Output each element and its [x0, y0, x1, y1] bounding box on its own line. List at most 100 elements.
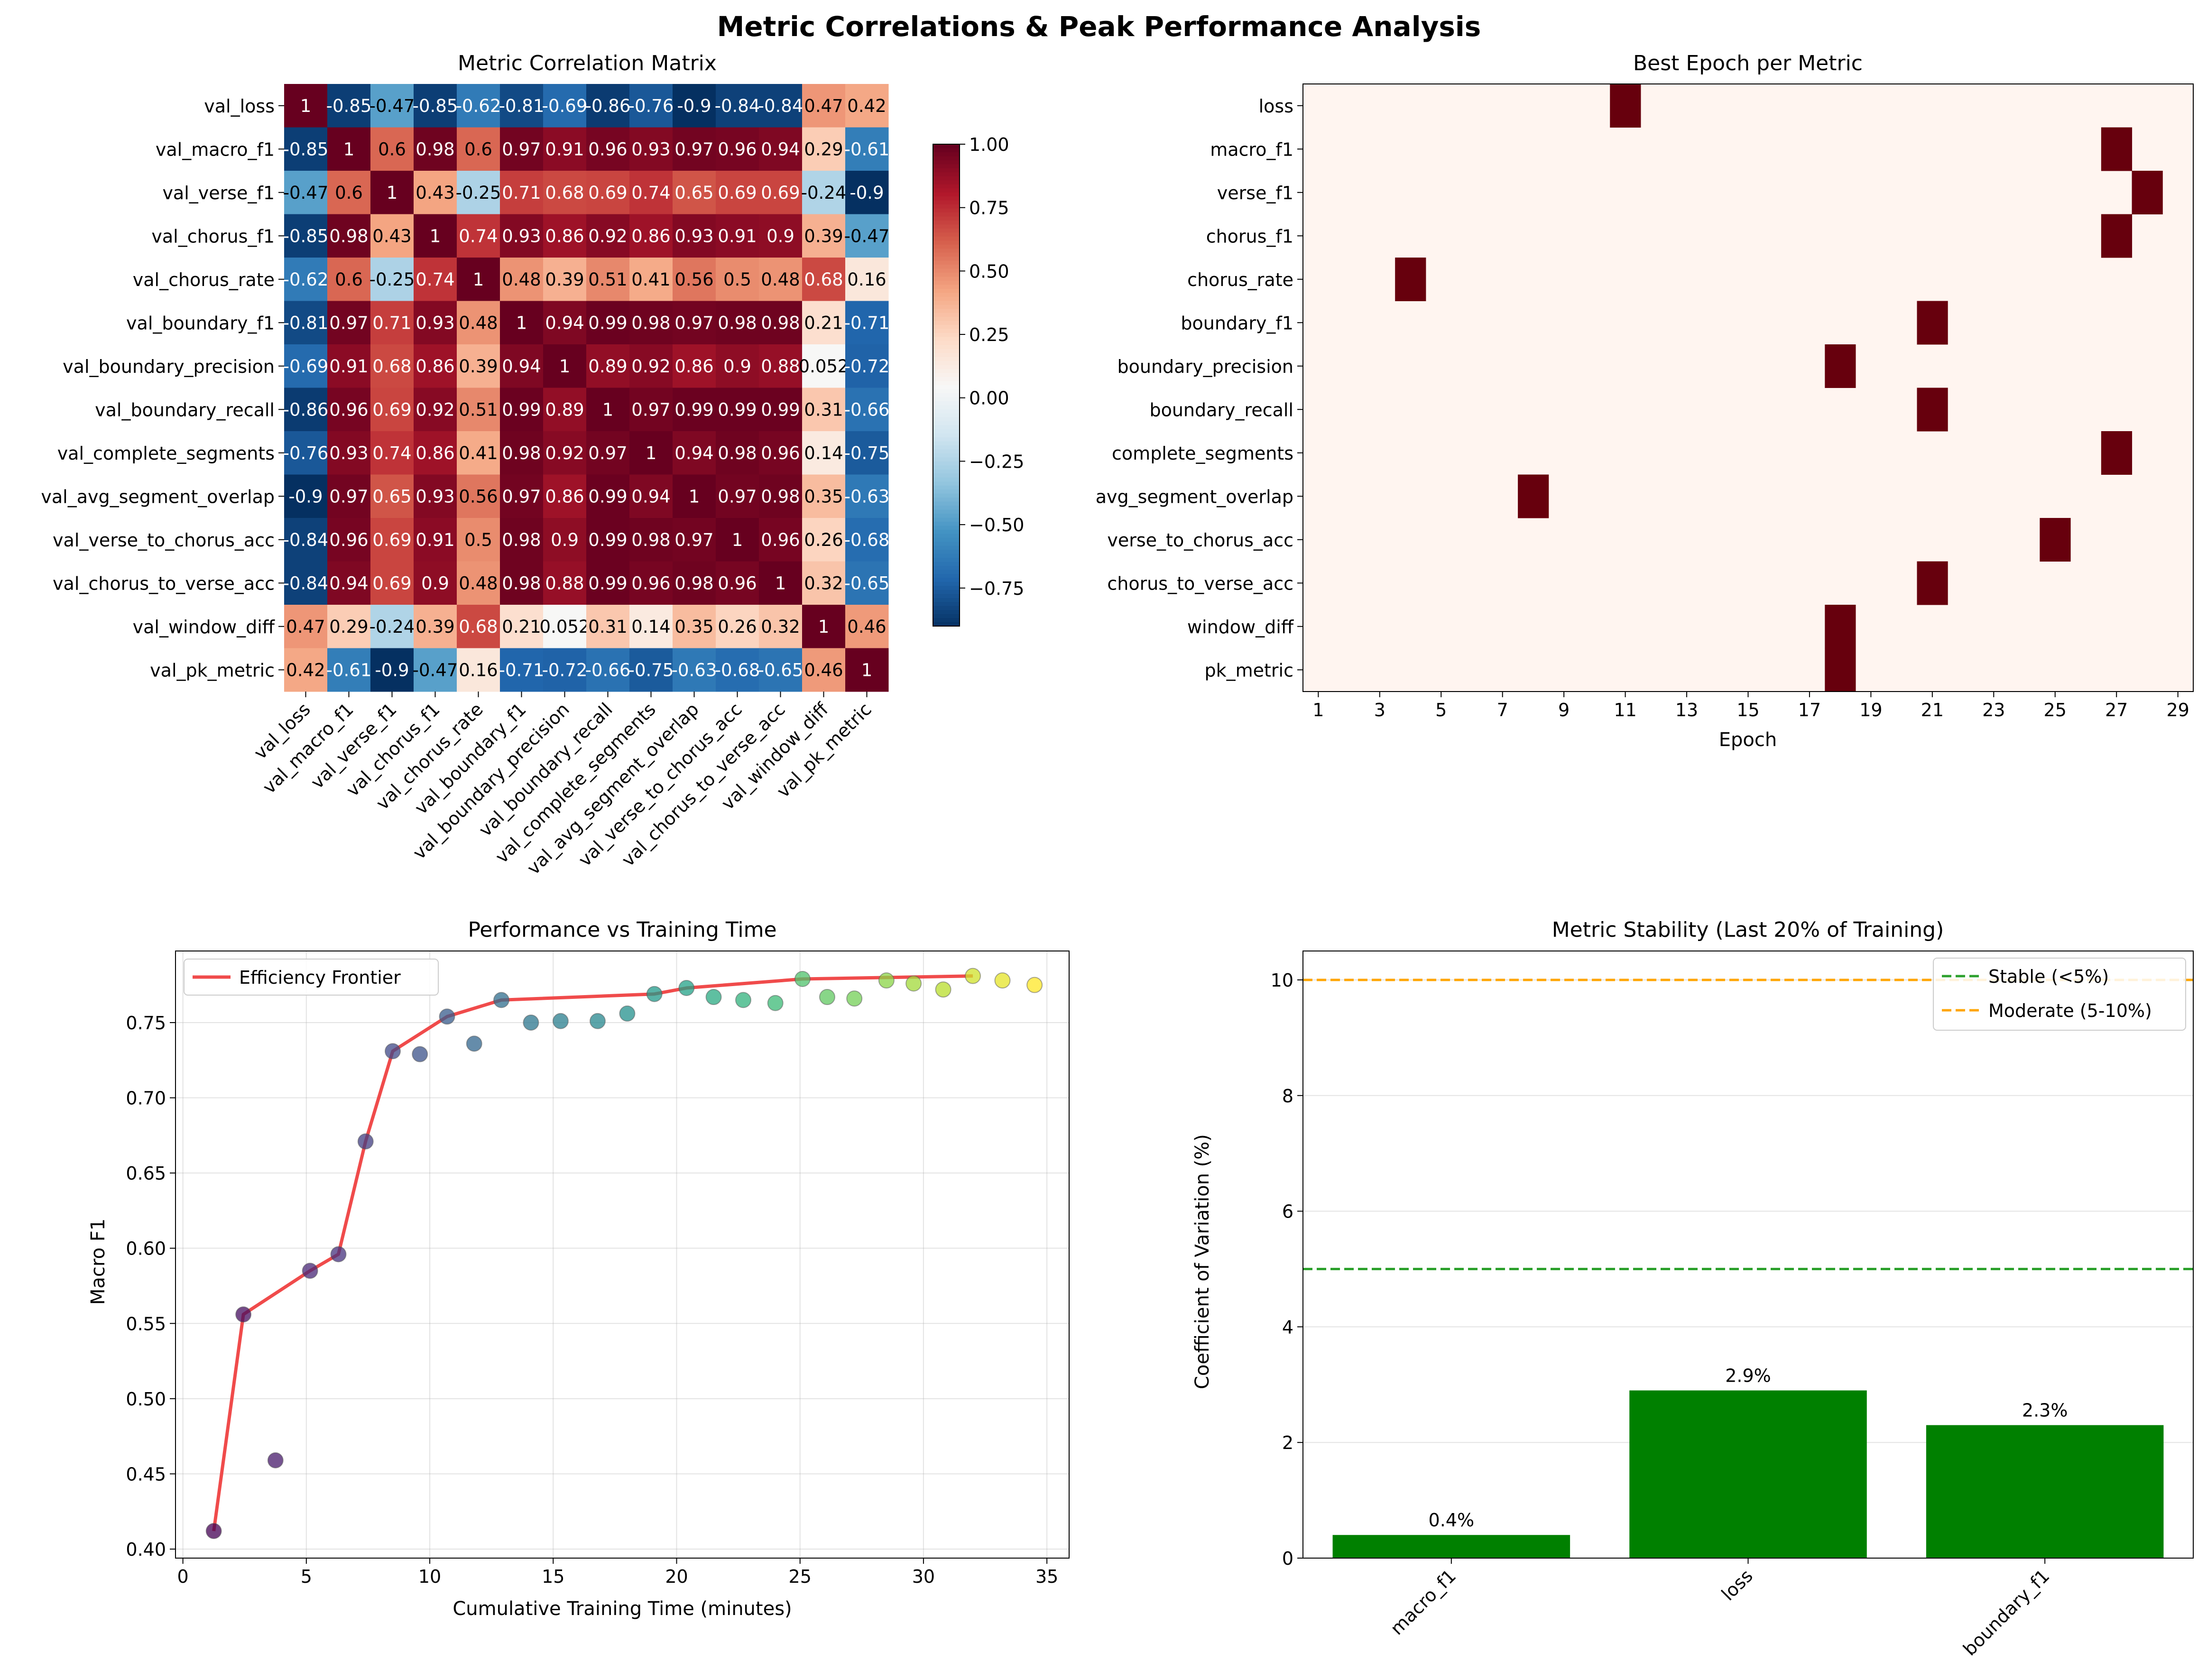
colorbar-gradient-slice [933, 305, 960, 310]
correlation-cell [759, 561, 803, 605]
correlation-value-label: 0.98 [674, 573, 713, 593]
correlation-cell [370, 648, 414, 692]
correlation-cell [500, 258, 544, 301]
correlation-value-label: 0.6 [335, 183, 363, 203]
colorbar-gradient-slice [933, 409, 960, 414]
epoch-tick-label: 3 [1374, 700, 1385, 720]
correlation-cell [284, 648, 328, 692]
correlation-value-label: -0.71 [844, 313, 890, 333]
correlation-value-label: -0.61 [844, 139, 890, 159]
correlation-value-label: 0.41 [459, 443, 498, 463]
colorbar-tick-label: 0.00 [969, 388, 1009, 409]
colorbar-gradient-slice [933, 594, 960, 599]
colorbar-gradient-slice [933, 513, 960, 518]
correlation-value-label: 0.93 [502, 226, 541, 246]
colorbar-gradient-slice [933, 317, 960, 322]
colorbar-gradient-slice [933, 554, 960, 559]
correlation-value-label: 0.5 [464, 530, 492, 550]
correlation-cell [414, 127, 457, 171]
legend-label: Stable (<5%) [1988, 966, 2109, 987]
correlation-cell [327, 648, 371, 692]
correlation-value-label: 0.69 [372, 399, 411, 420]
colorbar-gradient-slice [933, 453, 960, 458]
epoch-point [384, 1043, 401, 1060]
correlation-value-label: 0.98 [718, 443, 757, 463]
correlation-value-label: 0.74 [459, 226, 498, 246]
correlation-cell [370, 258, 414, 301]
correlation-cells: 1 -0.85-0.47-0.85-0.62-0.81-0.69-0.86-0.7… [283, 84, 890, 692]
correlation-cell [370, 518, 414, 562]
colorbar-gradient-slice [933, 277, 960, 281]
colorbar-gradient-slice [933, 562, 960, 566]
colorbar-gradient-slice [933, 501, 960, 506]
colorbar-gradient-slice [933, 441, 960, 446]
correlation-cell [414, 388, 457, 432]
performance-time-ylabel: Macro F1 [87, 1218, 109, 1305]
correlation-value-label: -0.47 [844, 226, 890, 246]
correlation-cell [284, 301, 328, 345]
correlation-value-label: -0.65 [758, 660, 803, 680]
epoch-tick-label: 15 [1736, 700, 1759, 720]
colorbar-gradient-slice [933, 341, 960, 346]
correlation-value-label: 0.92 [588, 226, 627, 246]
correlation-value-label: -0.25 [369, 269, 415, 290]
epoch-point [994, 972, 1011, 989]
correlation-cell [759, 214, 803, 258]
correlation-row-labels: val_loss val_macro_f1 val_verse_f1 val_chor… [41, 96, 284, 681]
epoch-point [493, 992, 509, 1008]
epoch-point [678, 980, 695, 997]
correlation-value-label: 0.98 [502, 573, 541, 593]
correlation-value-label: 0.26 [718, 617, 757, 637]
correlation-heatmap-panel: Metric Correlation Matrix 1 -0.85-0.47-0.… [41, 51, 1024, 879]
colorbar-gradient-slice [933, 397, 960, 402]
correlation-value-label: 0.42 [847, 96, 886, 116]
legend-label: Moderate (5-10%) [1988, 1000, 2152, 1021]
colorbar-gradient-slice [933, 573, 960, 579]
correlation-cell [759, 171, 803, 214]
correlation-heatmap-title: Metric Correlation Matrix [458, 51, 717, 75]
correlation-value-label: -0.63 [672, 660, 717, 680]
metric-row-label: complete_segments [1112, 443, 1293, 464]
best-epoch-cell [1825, 648, 1856, 692]
correlation-value-label: 0.9 [767, 226, 794, 246]
correlation-value-label: -0.63 [844, 486, 890, 507]
colorbar-gradient-slice [933, 457, 960, 462]
colorbar-gradient-slice [933, 417, 960, 422]
best-epoch-cell [2040, 518, 2071, 562]
correlation-cell [586, 171, 630, 214]
correlation-cell [802, 301, 846, 345]
correlation-cell [457, 518, 500, 562]
correlation-cell [586, 214, 630, 258]
colorbar-gradient-slice [933, 232, 960, 237]
stability-panel: Metric Stability (Last 20% of Training) … [1191, 918, 2194, 1660]
x-tick-label: 25 [789, 1566, 812, 1587]
correlation-cell [759, 518, 803, 562]
colorbar-gradient-slice [933, 606, 960, 611]
colorbar-gradient-slice [933, 176, 960, 181]
colorbar-gradient-slice [933, 437, 960, 442]
colorbar-gradient-slice [933, 582, 960, 587]
correlation-cell [414, 561, 457, 605]
bar-value-label: 0.4% [1429, 1510, 1475, 1531]
best-epoch-cell [1917, 561, 1948, 605]
x-tick-label: 5 [301, 1566, 312, 1587]
correlation-value-label: 1 [473, 269, 484, 290]
colorbar-gradient-slice [933, 180, 960, 185]
correlation-value-label: -0.66 [585, 660, 631, 680]
correlation-value-label: 0.052 [540, 617, 590, 637]
correlation-cell [673, 388, 716, 432]
correlation-cell [802, 388, 846, 432]
y-tick-label: 0.45 [126, 1464, 166, 1485]
correlation-cell [802, 474, 846, 518]
correlation-value-label: 0.29 [804, 139, 843, 159]
correlation-cell [759, 605, 803, 648]
correlation-cell [327, 171, 371, 214]
colorbar-gradient-slice [933, 550, 960, 554]
correlation-cell [457, 648, 500, 692]
colorbar-gradient-slice [933, 429, 960, 434]
correlation-cell [500, 474, 544, 518]
metric-row-label: verse_to_chorus_acc [1107, 530, 1293, 551]
correlation-value-label: -0.72 [542, 660, 588, 680]
correlation-value-label: 0.68 [804, 269, 843, 290]
correlation-value-label: 0.86 [416, 356, 454, 377]
